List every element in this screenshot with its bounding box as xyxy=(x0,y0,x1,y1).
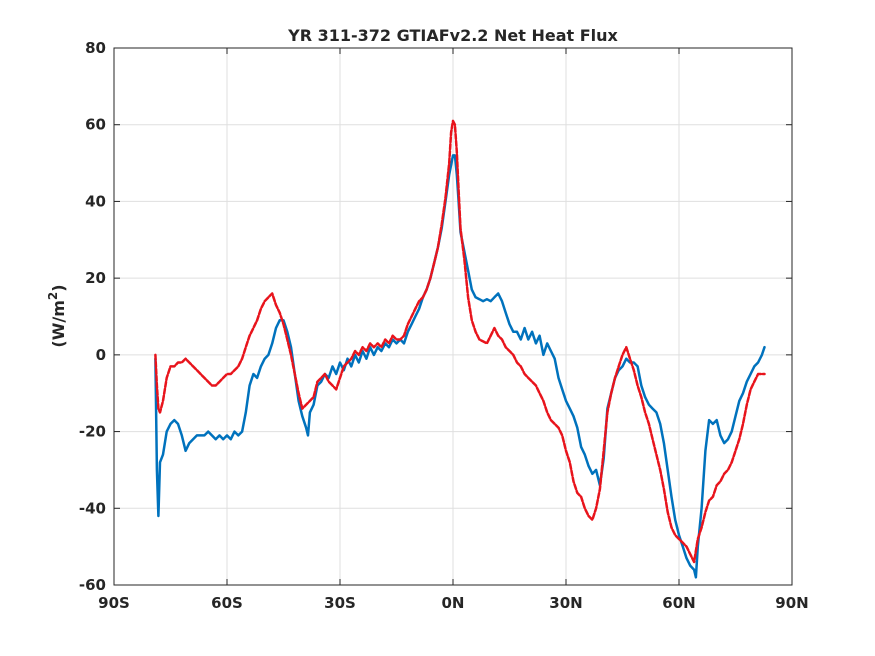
x-tick-label: 90S xyxy=(98,594,130,612)
x-tick-label: 60N xyxy=(662,594,695,612)
y-axis-label-prefix: (W/m xyxy=(49,300,68,347)
chart-title: YR 311-372 GTIAFv2.2 Net Heat Flux xyxy=(287,26,618,45)
y-axis-label-superscript: 2 xyxy=(46,292,60,300)
data-series xyxy=(154,119,766,579)
y-tick-label: 40 xyxy=(85,192,106,210)
x-tick-label: 30N xyxy=(549,594,582,612)
y-tick-label: 20 xyxy=(85,269,106,287)
axis-ticks: 90S 60S 30S 0N 30N 60N 90N -60 -40 -20 0 20 40 60 80 xyxy=(79,39,809,612)
x-tick-label: 0N xyxy=(442,594,465,612)
series-line-solid xyxy=(154,154,766,579)
y-axis-label: (W/m2) xyxy=(46,284,68,347)
x-tick-label: 30S xyxy=(324,594,356,612)
y-tick-label: -20 xyxy=(79,423,106,441)
y-tick-label: 60 xyxy=(85,116,106,134)
y-tick-label: -40 xyxy=(79,499,106,517)
y-axis-label-suffix: ) xyxy=(49,284,68,291)
y-tick-label: -60 xyxy=(79,576,106,594)
series-line-dashed xyxy=(154,119,766,564)
y-tick-label: 80 xyxy=(85,39,106,57)
y-tick-label: 0 xyxy=(96,346,106,364)
x-tick-label: 90N xyxy=(775,594,808,612)
x-tick-label: 60S xyxy=(211,594,243,612)
